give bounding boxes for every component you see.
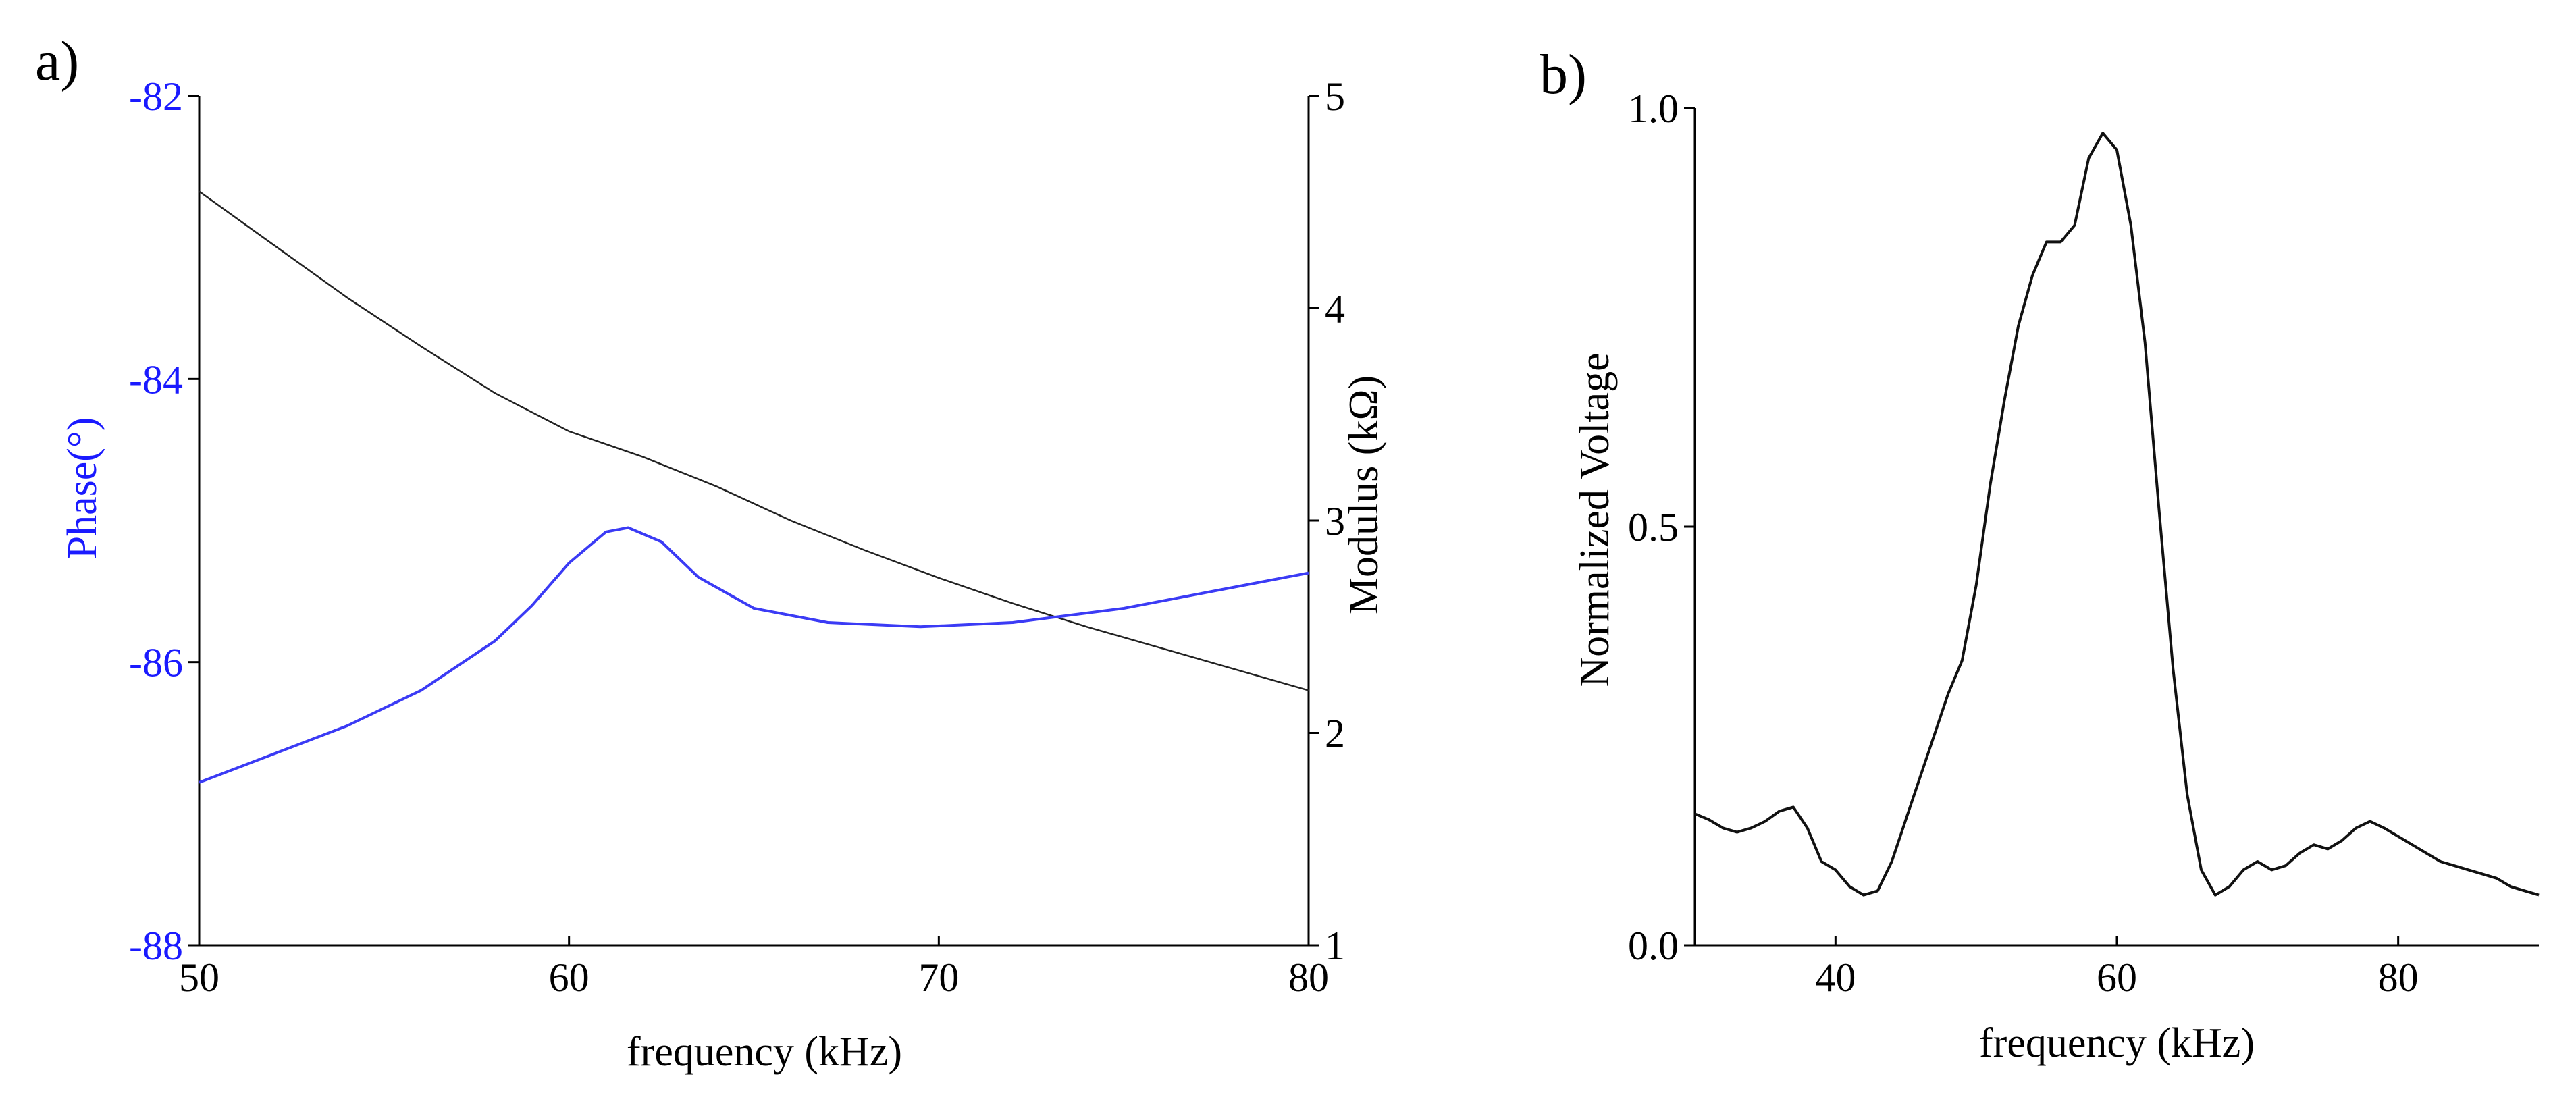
panel-b-x-axis-title: frequency (kHz) <box>1979 1020 2255 1066</box>
panel-b-y-axis-title: Normalized Voltage <box>1572 352 1618 687</box>
panel-a-right-tick-label: 5 <box>1325 74 1345 119</box>
panel-b-x-tick-label: 80 <box>2378 955 2419 1000</box>
panel-a-left-axis-title: Phase(°) <box>59 417 105 560</box>
panel-a-left-tick-label: -86 <box>129 641 183 685</box>
panel-a-label: a) <box>35 30 79 92</box>
panel-a-left-tick-label: -82 <box>129 74 183 119</box>
panel-b-y-tick-label: 0.0 <box>1628 924 1679 968</box>
panel-b-chart: b) 40 60 80 0.0 0.5 1.0 frequency (kHz) Norma… <box>1540 43 2540 1066</box>
panel-b-x-tick-label: 40 <box>1815 955 1856 1000</box>
panel-a-x-tick-label: 60 <box>549 955 589 1000</box>
panel-a-right-axis-title: Modulus (kΩ) <box>1341 375 1387 614</box>
panel-b-y-tick-label: 0.5 <box>1628 505 1679 550</box>
panel-b-y-tick-label: 1.0 <box>1628 86 1679 131</box>
panel-a-plot-area: 50 60 70 80 -88 -86 -84 -82 1 2 3 4 5 <box>129 74 1345 1000</box>
panel-a-left-tick-label: -88 <box>129 924 183 968</box>
voltage-series-line <box>1694 132 2540 897</box>
panel-a-x-tick-label: 50 <box>179 955 219 1000</box>
panel-a-left-tick-label: -84 <box>129 357 183 402</box>
panel-a-x-tick-label: 70 <box>918 955 959 1000</box>
panel-a-x-tick-label: 80 <box>1288 955 1329 1000</box>
modulus-series-line <box>199 190 1309 691</box>
phase-series-line <box>199 526 1309 784</box>
panel-b-plot-area: 40 60 80 0.0 0.5 1.0 <box>1628 86 2540 1000</box>
panel-a-right-tick-label: 1 <box>1325 924 1345 968</box>
panel-b-label: b) <box>1540 43 1587 106</box>
panel-a-x-axis-title: frequency (kHz) <box>627 1029 902 1075</box>
panel-a-right-tick-label: 3 <box>1325 499 1345 544</box>
panel-a-right-tick-label: 4 <box>1325 287 1345 332</box>
panel-a-right-tick-label: 2 <box>1325 712 1345 756</box>
panel-a-chart: a) 50 60 70 80 -88 -86 -84 -82 1 2 3 4 5 frequency (… <box>35 30 1387 1075</box>
panel-b-x-tick-label: 60 <box>2097 955 2137 1000</box>
